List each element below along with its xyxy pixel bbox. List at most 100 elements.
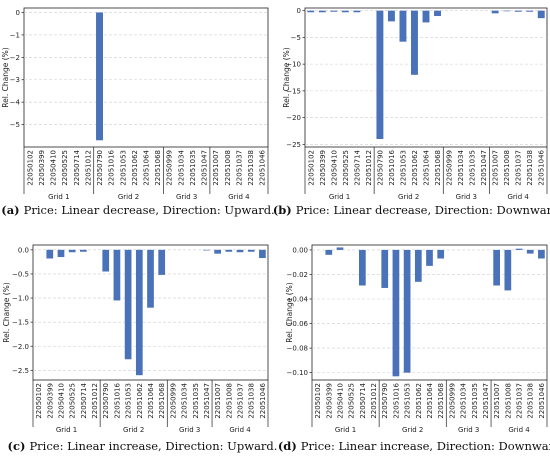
x-tick-label: 22050399 <box>46 383 54 419</box>
x-tick-label: 22050399 <box>38 150 46 186</box>
x-tick-label: 22051068 <box>437 383 445 419</box>
x-tick-label: 22050410 <box>336 383 344 419</box>
bar-22051037 <box>515 248 523 250</box>
x-tick-label: 22050525 <box>342 150 350 186</box>
plot-frame <box>311 244 548 381</box>
y-tick-label: −10 <box>286 61 301 69</box>
bar-22051062 <box>414 249 422 282</box>
group-label: Grid 1 <box>48 193 69 201</box>
group-label: Grid 3 <box>458 426 479 434</box>
x-tick-label: 22050525 <box>69 383 77 419</box>
bar-22051062 <box>411 10 418 75</box>
bar-22051038 <box>526 10 534 12</box>
group-label: Grid 4 <box>228 193 250 201</box>
x-tick-label: 22051008 <box>225 383 233 419</box>
x-tick-label: 22051062 <box>415 383 423 419</box>
group-label: Grid 4 <box>508 426 530 434</box>
bar-22051007 <box>493 249 500 286</box>
x-tick-label: 22051062 <box>411 150 419 186</box>
y-tick-label: −3 <box>10 76 20 84</box>
x-tick-label: 22050525 <box>348 383 356 419</box>
bar-22051038 <box>526 249 534 254</box>
bar-22051064 <box>147 249 154 308</box>
x-tick-label: 22051007 <box>212 150 220 186</box>
x-tick-label: 22051053 <box>125 383 133 419</box>
x-tick-label: 22050102 <box>26 150 34 186</box>
bar-22050410 <box>336 247 344 250</box>
x-tick-label: 22051038 <box>247 150 255 186</box>
caption-text: Price: Linear increase, Direction: Upwar… <box>29 439 277 453</box>
x-tick-label: 22050790 <box>381 383 389 419</box>
x-tick-label: 22051037 <box>516 383 524 419</box>
bar-22051064 <box>426 249 433 266</box>
x-tick-label: 22051068 <box>434 150 442 186</box>
group-label: Grid 3 <box>456 193 477 201</box>
x-tick-label: 22051008 <box>224 150 232 186</box>
y-tick-label: −1 <box>10 31 20 39</box>
x-tick-label: 22051016 <box>392 382 400 418</box>
group-label: Grid 2 <box>402 426 423 434</box>
y-tick-label: −5 <box>291 34 301 42</box>
bar-22050410 <box>57 249 65 258</box>
y-tick-label: −2 <box>10 54 20 62</box>
panel-label: (b) <box>273 203 296 217</box>
group-label: Grid 4 <box>508 193 530 201</box>
bar-22051068 <box>434 10 441 17</box>
bar-22050714 <box>359 249 366 286</box>
x-tick-label: 22050102 <box>314 383 322 419</box>
bar-22051008 <box>503 10 511 12</box>
bar-22050525 <box>68 249 76 253</box>
y-axis-label: Rel. Change (%) <box>282 47 291 107</box>
x-tick-label: 22051016 <box>388 149 396 185</box>
chart-panel-c: −2.5 −2.0 −1.5 −1.0 −0.5 0.0 Rel. Change (%) 22… <box>2 244 278 453</box>
bar-22051038 <box>247 249 255 252</box>
x-tick-label: 22050525 <box>61 150 69 186</box>
x-tick-label: 22051046 <box>259 149 267 185</box>
x-tick-label: 22051053 <box>119 150 127 186</box>
x-tick-label: 22051064 <box>147 382 155 418</box>
panel-caption: (c) Price: Linear increase, Direction: U… <box>8 439 278 453</box>
chart-panel-d: −0.10 −0.08 −0.06 −0.04 −0.02 0.00 Rel. Change… <box>278 244 550 453</box>
y-tick-label: −0.06 <box>287 320 309 328</box>
x-tick-label: 22050410 <box>330 150 338 186</box>
bar-22051008 <box>504 249 512 291</box>
bar-22051007 <box>491 10 499 14</box>
x-tick-label: 22051035 <box>469 150 477 186</box>
x-tick-label: 22050999 <box>166 150 174 186</box>
panel-label: (c) <box>8 439 30 453</box>
bar-22051016 <box>392 249 400 377</box>
x-tick-label: 22051034 <box>177 149 185 185</box>
bar-22051016 <box>387 10 395 22</box>
bar-22050410 <box>330 10 338 12</box>
x-tick-label: 22050714 <box>73 149 81 185</box>
x-tick-label: 22051035 <box>189 150 197 186</box>
panel-label: (d) <box>278 439 301 453</box>
x-tick-label: 22051062 <box>136 383 144 419</box>
y-tick-label: −0.08 <box>287 345 308 353</box>
x-tick-label: 22051047 <box>201 150 209 186</box>
x-tick-label: 22051037 <box>235 150 243 186</box>
x-tick-label: 22051068 <box>158 383 166 419</box>
bar-22051047 <box>203 249 210 251</box>
x-tick-label: 22051012 <box>370 383 378 419</box>
y-tick-label: −2.0 <box>12 343 29 351</box>
panel-caption: (b) Price: Linear decrease, Direction: D… <box>273 203 550 217</box>
y-tick-label: −0.5 <box>12 270 29 278</box>
panel-caption: (d) Price: Linear increase, Direction: D… <box>278 439 550 453</box>
x-tick-label: 22051038 <box>526 150 534 186</box>
y-tick-label: −4 <box>10 99 21 107</box>
x-tick-label: 22051068 <box>154 150 162 186</box>
bar-22051016 <box>113 249 121 301</box>
bar-22051062 <box>135 249 143 376</box>
x-tick-label: 22051038 <box>248 383 256 419</box>
bar-22051037 <box>514 10 522 12</box>
x-tick-label: 22050790 <box>96 150 104 186</box>
x-tick-label: 22051034 <box>181 382 189 418</box>
x-tick-label: 22050410 <box>50 150 58 186</box>
y-axis-label: Rel. Change (%) <box>1 47 10 107</box>
x-tick-label: 22050102 <box>35 383 43 419</box>
x-tick-label: 22051053 <box>399 150 407 186</box>
y-tick-label: −1.5 <box>12 319 29 327</box>
x-tick-label: 22051037 <box>237 383 245 419</box>
x-tick-label: 22050790 <box>376 150 384 186</box>
